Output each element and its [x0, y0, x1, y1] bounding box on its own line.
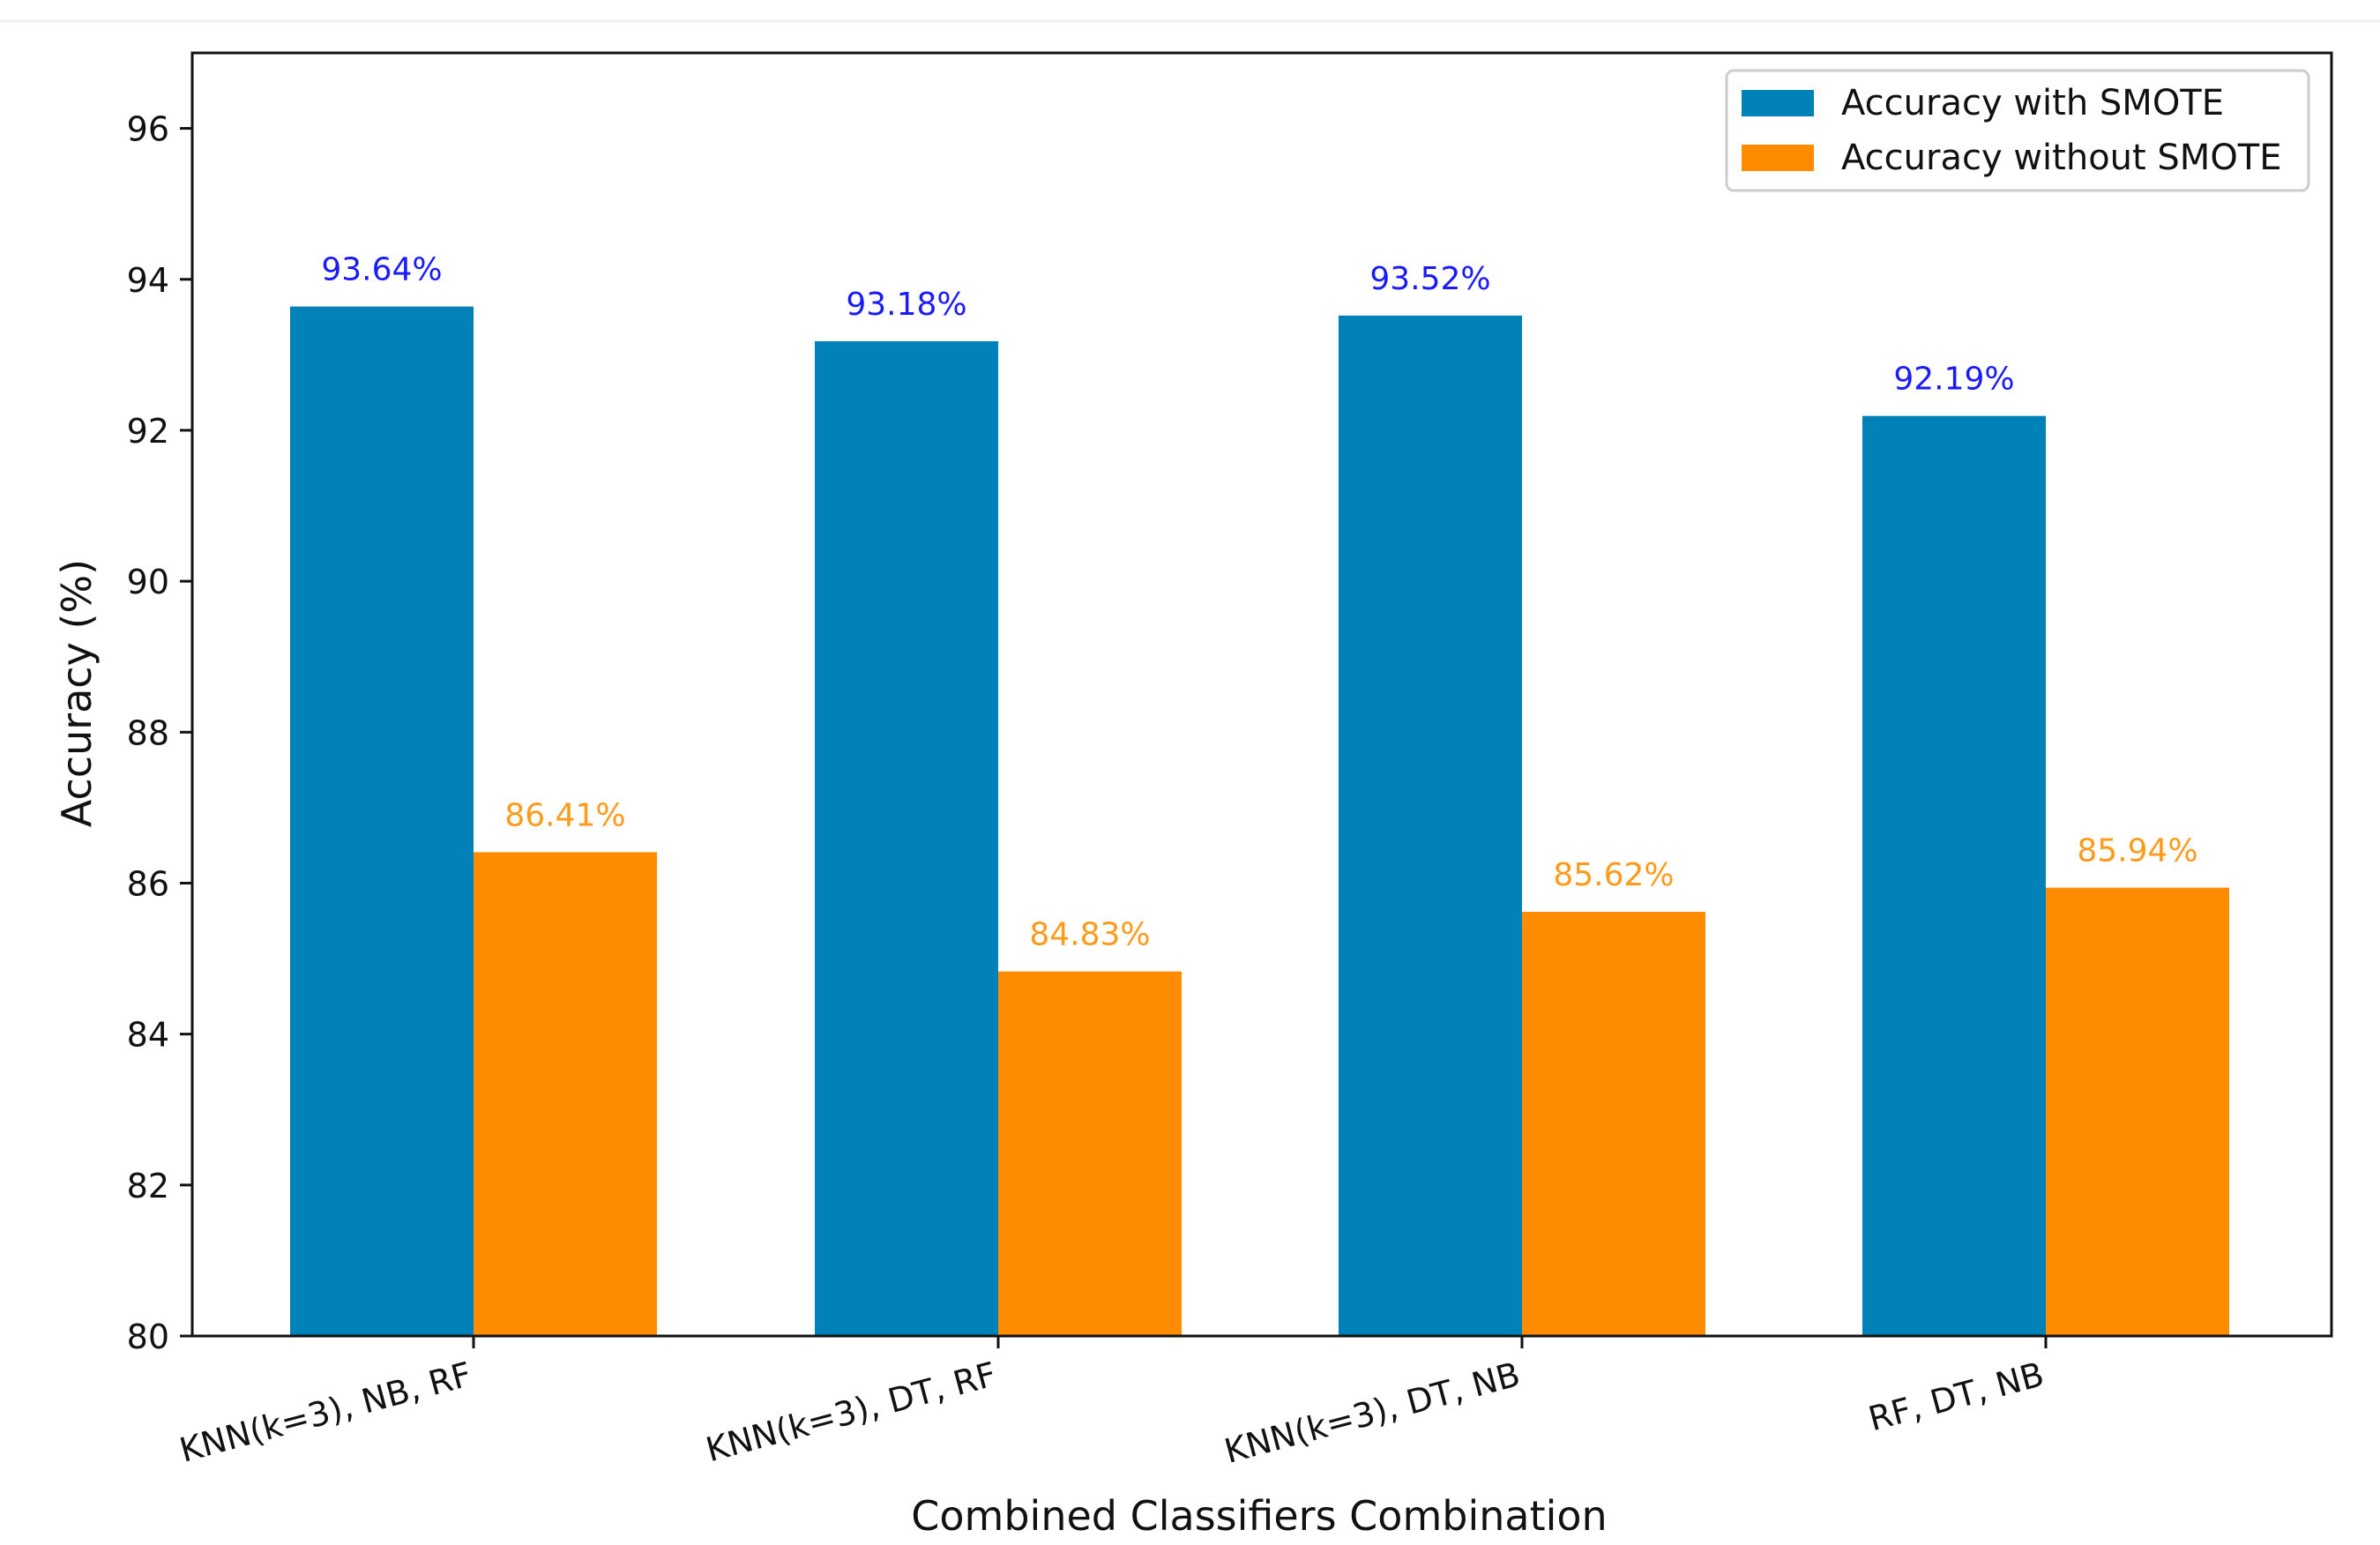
data-label: 93.64%: [321, 252, 442, 288]
y-tick-label: 80: [127, 1317, 169, 1356]
y-tick-label: 92: [127, 412, 169, 451]
legend: Accuracy with SMOTE Accuracy without SMOT…: [1725, 69, 2310, 192]
bar-without-smote: [1522, 911, 1705, 1336]
axes-frame: [190, 51, 2333, 1338]
y-axis-label: Accuracy (%): [53, 559, 101, 827]
data-label: 93.52%: [1369, 261, 1490, 297]
bar-with-smote: [1339, 315, 1522, 1336]
bar-without-smote: [998, 971, 1182, 1336]
y-tick-label: 96: [127, 110, 169, 149]
legend-box: [1725, 69, 2310, 192]
bar-with-smote: [1862, 415, 2046, 1336]
legend-swatch: [1742, 145, 1814, 171]
y-tick-label: 84: [127, 1016, 169, 1055]
legend-swatch: [1742, 90, 1814, 116]
data-label: 85.62%: [1553, 857, 1674, 893]
bar-without-smote: [474, 852, 657, 1336]
bar-with-smote: [815, 340, 998, 1337]
y-tick-label: 88: [127, 713, 169, 752]
x-axis-label: Combined Classifiers Combination: [911, 1492, 1607, 1540]
data-label: 86.41%: [504, 797, 625, 833]
data-label: 92.19%: [1893, 362, 2014, 398]
y-tick-label: 94: [127, 261, 169, 300]
bar-without-smote: [2046, 887, 2229, 1336]
y-tick-label: 86: [127, 864, 169, 903]
y-tick-label: 90: [127, 563, 169, 601]
bar-with-smote: [290, 306, 474, 1337]
legend-entry: Accuracy without SMOTE: [1841, 138, 2282, 178]
data-label: 84.83%: [1029, 917, 1150, 953]
data-label: 93.18%: [846, 287, 966, 323]
plot-area: 93.64% 93.18% 93.52% 92.19% 86.41% 84.83% 85.6…: [127, 51, 2333, 1471]
data-label: 85.94%: [2077, 833, 2197, 870]
y-tick-label: 82: [127, 1167, 169, 1205]
legend-entry: Accuracy with SMOTE: [1841, 83, 2224, 123]
